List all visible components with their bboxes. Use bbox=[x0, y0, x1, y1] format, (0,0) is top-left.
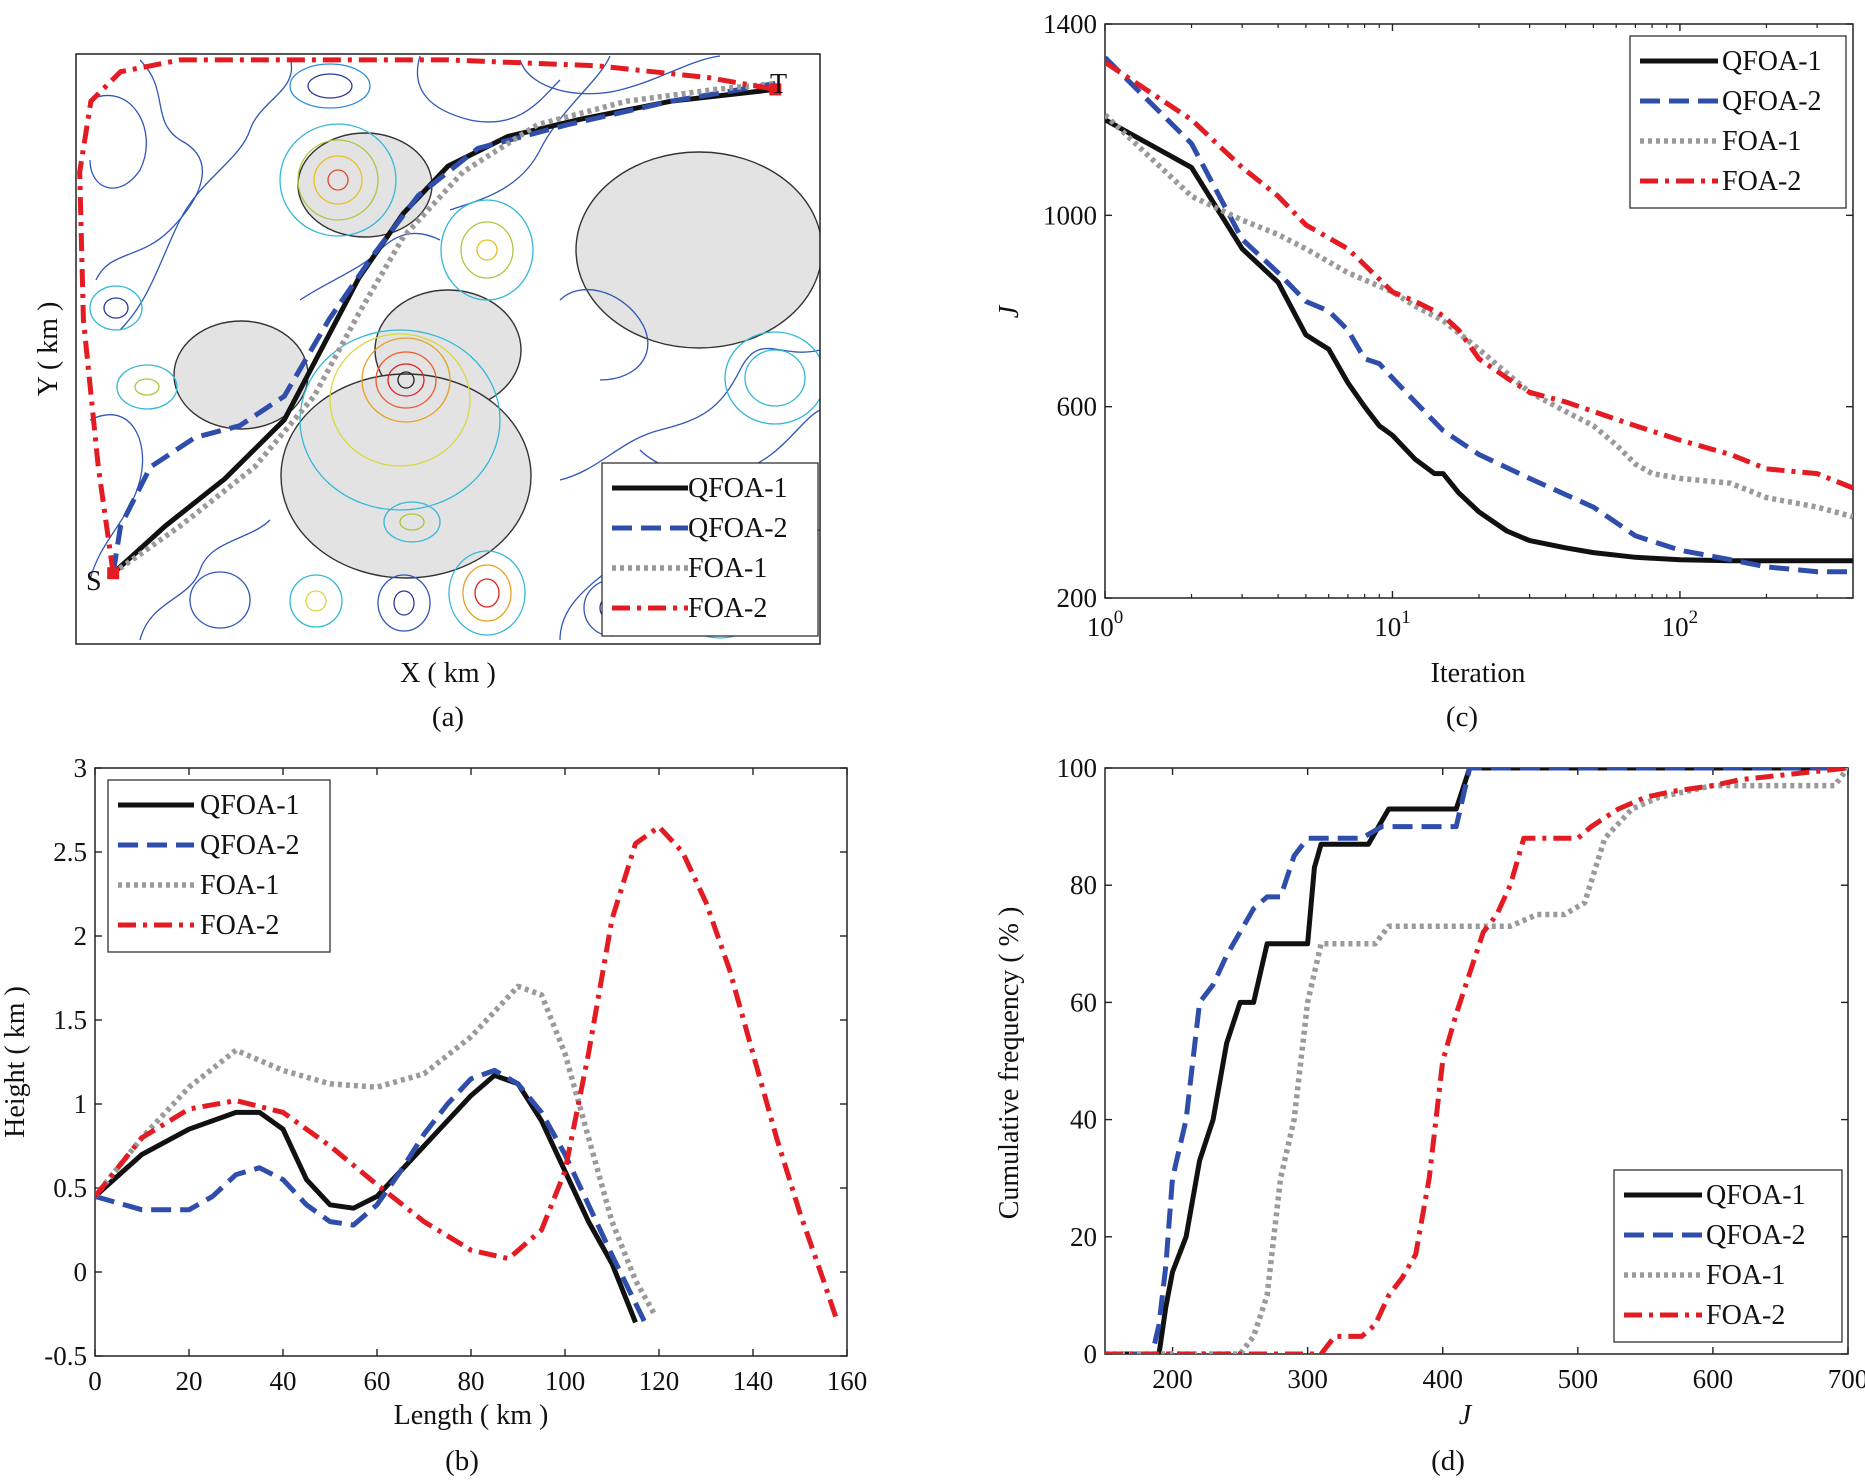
series-line-a-foa-2 bbox=[77, 57, 776, 574]
xtick-label-b: 0 bbox=[88, 1366, 102, 1396]
legend-label-c-qfoa-2: QFOA-2 bbox=[1722, 86, 1822, 117]
xtick-label-b: 20 bbox=[176, 1366, 203, 1396]
ytick-label-b: 1 bbox=[74, 1089, 88, 1119]
ytick-label-c: 200 bbox=[1057, 583, 1098, 613]
legend-b: QFOA-1 QFOA-2 FOA-1 FOA-2 bbox=[107, 779, 331, 953]
target-marker bbox=[769, 83, 782, 96]
ytick-label-d: 40 bbox=[1070, 1105, 1097, 1135]
caption-d: (d) bbox=[1431, 1445, 1465, 1477]
lines-c bbox=[1105, 55, 1853, 575]
legend-label-d-foa-1: FOA-1 bbox=[1706, 1260, 1785, 1291]
lines-b bbox=[95, 824, 840, 1324]
xlabel-a: X ( km ) bbox=[400, 658, 496, 689]
series-line-b-qfoa-2 bbox=[95, 1067, 648, 1324]
xtick-label-c: 100 bbox=[1087, 607, 1124, 642]
series-line-d-foa-2 bbox=[1105, 768, 1848, 1354]
xlabel-b: Length ( km ) bbox=[394, 1400, 549, 1431]
xtick-label-d: 200 bbox=[1152, 1364, 1193, 1394]
series-line-d-qfoa-2 bbox=[1105, 768, 1848, 1354]
legend-label-b-qfoa-2: QFOA-2 bbox=[200, 830, 300, 861]
caption-a: (a) bbox=[432, 701, 464, 733]
xtick-label-b: 140 bbox=[733, 1366, 774, 1396]
ytick-label-b: 2.5 bbox=[53, 837, 87, 867]
lines-d bbox=[1105, 768, 1848, 1354]
legend-a: QFOA-1 QFOA-2 FOA-1 FOA-2 bbox=[601, 462, 819, 637]
axes-frame-a bbox=[75, 53, 821, 645]
xtick-label-d: 700 bbox=[1828, 1364, 1865, 1394]
xtick-label-d: 500 bbox=[1558, 1364, 1599, 1394]
ylabel-b: Height ( km ) bbox=[0, 986, 31, 1138]
start-marker bbox=[107, 567, 120, 580]
ytick-label-b: 0.5 bbox=[53, 1173, 87, 1203]
legend-label-d-foa-2: FOA-2 bbox=[1706, 1300, 1785, 1331]
xtick-label-b: 120 bbox=[639, 1366, 680, 1396]
series-line-c-foa-2 bbox=[1105, 60, 1853, 491]
xtick-label-b: 40 bbox=[270, 1366, 297, 1396]
series-line-a-qfoa-2 bbox=[110, 81, 776, 574]
ytick-label-c: 600 bbox=[1057, 392, 1098, 422]
xlabel-d: J bbox=[1459, 1400, 1473, 1431]
ylabel-d: Cumulative frequency ( % ) bbox=[994, 907, 1025, 1220]
xtick-label-c: 101 bbox=[1374, 607, 1411, 642]
target-label: T bbox=[770, 69, 787, 100]
start-label: S bbox=[86, 566, 102, 597]
xtick-label-b: 80 bbox=[458, 1366, 485, 1396]
ticks-c: 200 600 1000 1400 100 101 102 bbox=[1043, 9, 1853, 642]
series-line-b-foa-2 bbox=[95, 824, 840, 1324]
ticks-b: -0.500.511.522.530 20 40 60 80 100 120 140 160 bbox=[44, 753, 867, 1396]
ytick-label-c: 1400 bbox=[1043, 9, 1097, 39]
legend-label-a-qfoa-2: QFOA-2 bbox=[688, 513, 788, 544]
xtick-label-d: 600 bbox=[1693, 1364, 1734, 1394]
xtick-label-b: 60 bbox=[364, 1366, 391, 1396]
caption-c: (c) bbox=[1446, 701, 1478, 733]
series-line-c-qfoa-1 bbox=[1105, 117, 1853, 564]
ytick-label-b: 1.5 bbox=[53, 1005, 87, 1035]
series-line-b-foa-1 bbox=[95, 983, 657, 1316]
xtick-label-d: 300 bbox=[1287, 1364, 1328, 1394]
ylabel-a: Y ( km ) bbox=[33, 302, 64, 397]
ytick-label-c: 1000 bbox=[1043, 200, 1097, 230]
series-line-b-qfoa-1 bbox=[95, 1072, 638, 1324]
ticks-d: 0 20 40 60 80 100 200 300 400 500 600 700 bbox=[1057, 753, 1865, 1394]
legend-c: QFOA-1 QFOA-2 FOA-1 FOA-2 bbox=[1629, 35, 1847, 209]
legend-label-d-qfoa-1: QFOA-1 bbox=[1706, 1180, 1806, 1211]
xtick-label-b: 100 bbox=[545, 1366, 586, 1396]
legend-label-a-qfoa-1: QFOA-1 bbox=[688, 473, 788, 504]
xtick-label-b: 160 bbox=[827, 1366, 868, 1396]
legend-label-b-foa-1: FOA-1 bbox=[200, 870, 279, 901]
xtick-label-d: 400 bbox=[1422, 1364, 1463, 1394]
ylabel-c: J bbox=[994, 304, 1025, 318]
panel-c: 200 600 1000 1400 100 101 102 QFOA-1 QFOA-2 FOA-… bbox=[994, 9, 1854, 733]
panel-b: -0.500.511.522.530 20 40 60 80 100 120 140 160 Q… bbox=[0, 753, 867, 1477]
legend-label-c-foa-1: FOA-1 bbox=[1722, 126, 1801, 157]
legend-label-b-foa-2: FOA-2 bbox=[200, 910, 279, 941]
panel-a: QFOA-1 QFOA-2 FOA-1 FOA-2 T S X ( km ) Y ( … bbox=[33, 53, 821, 733]
ytick-label-b: 2 bbox=[74, 921, 88, 951]
contour-map bbox=[76, 54, 820, 644]
paths-a bbox=[77, 57, 782, 580]
xlabel-c: Iteration bbox=[1431, 658, 1526, 689]
legend-label-a-foa-1: FOA-1 bbox=[688, 553, 767, 584]
caption-b: (b) bbox=[445, 1445, 479, 1477]
ytick-label-b: 3 bbox=[74, 753, 88, 783]
legend-label-a-foa-2: FOA-2 bbox=[688, 593, 767, 624]
series-line-c-qfoa-2 bbox=[1105, 55, 1853, 575]
ytick-label-d: 0 bbox=[1084, 1339, 1098, 1369]
series-line-a-foa-1 bbox=[111, 80, 776, 576]
legend-label-b-qfoa-1: QFOA-1 bbox=[200, 790, 300, 821]
series-line-c-foa-1 bbox=[1105, 112, 1853, 520]
ytick-label-d: 20 bbox=[1070, 1222, 1097, 1252]
ytick-label-d: 100 bbox=[1057, 753, 1098, 783]
ytick-label-b: -0.5 bbox=[44, 1341, 87, 1371]
legend-label-c-qfoa-1: QFOA-1 bbox=[1722, 46, 1822, 77]
ytick-label-d: 60 bbox=[1070, 987, 1097, 1017]
ytick-label-b: 0 bbox=[74, 1257, 88, 1287]
legend-label-c-foa-2: FOA-2 bbox=[1722, 166, 1801, 197]
legend-label-d-qfoa-2: QFOA-2 bbox=[1706, 1220, 1806, 1251]
xtick-label-c: 102 bbox=[1662, 607, 1699, 642]
legend-d: QFOA-1 QFOA-2 FOA-1 FOA-2 bbox=[1613, 1169, 1843, 1343]
ytick-label-d: 80 bbox=[1070, 870, 1097, 900]
